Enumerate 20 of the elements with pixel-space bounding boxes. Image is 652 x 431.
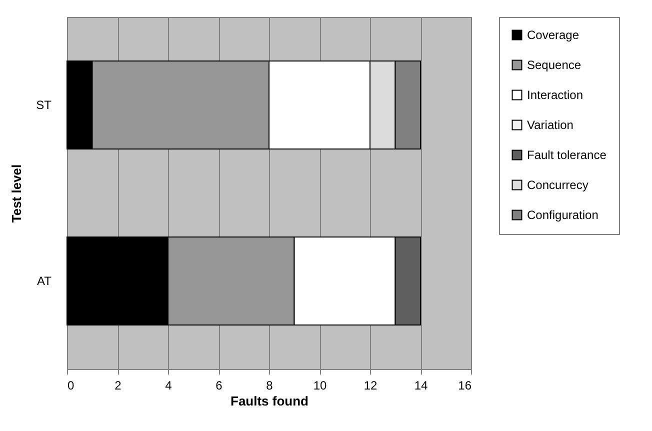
x-tick-label: 16 xyxy=(458,378,472,392)
x-tick-label: 4 xyxy=(165,378,172,392)
x-tick-label: 2 xyxy=(114,378,122,392)
legend-label: Fault tolerance xyxy=(527,148,607,162)
legend-label: Variation xyxy=(527,118,574,132)
y-axis-title: Test level xyxy=(9,164,24,223)
y-tick-label: AT xyxy=(37,274,52,288)
legend-label: Configuration xyxy=(527,208,598,222)
x-tick-label: 14 xyxy=(414,378,428,392)
y-tick-label: ST xyxy=(36,98,52,112)
x-tick-label: 12 xyxy=(364,378,378,392)
legend-label: Interaction xyxy=(527,88,584,102)
x-axis-title: Faults found xyxy=(230,394,309,408)
x-tick-label: 0 xyxy=(68,378,74,392)
legend-label: Sequence xyxy=(527,58,582,72)
x-tick-label: 8 xyxy=(266,378,274,392)
x-tick-label: 10 xyxy=(313,378,327,392)
legend-label: Coverage xyxy=(527,28,580,42)
x-tick-label: 6 xyxy=(216,378,223,392)
legend-label: Concurrecy xyxy=(527,178,588,192)
